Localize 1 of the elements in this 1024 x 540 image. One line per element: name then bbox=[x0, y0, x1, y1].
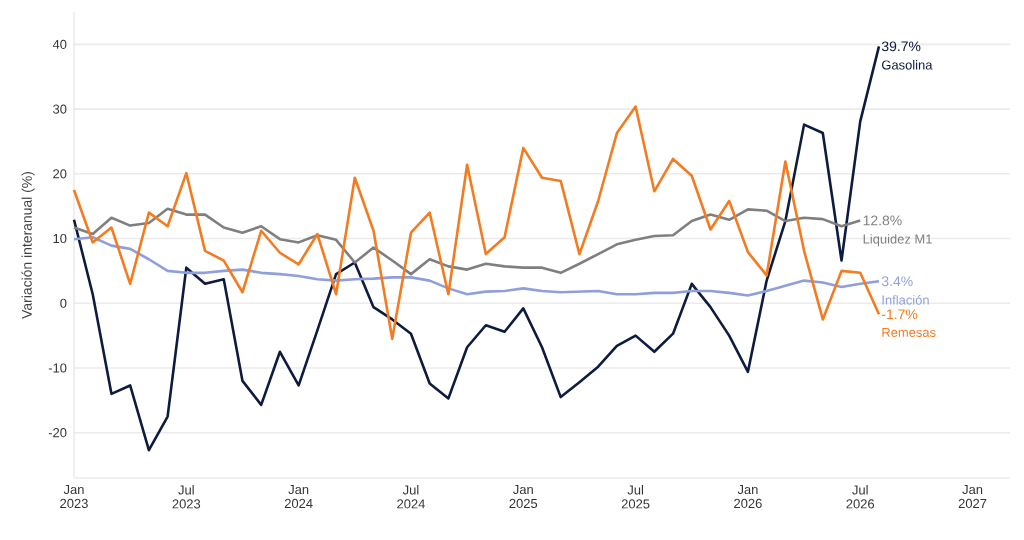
line-series bbox=[72, 207, 862, 276]
